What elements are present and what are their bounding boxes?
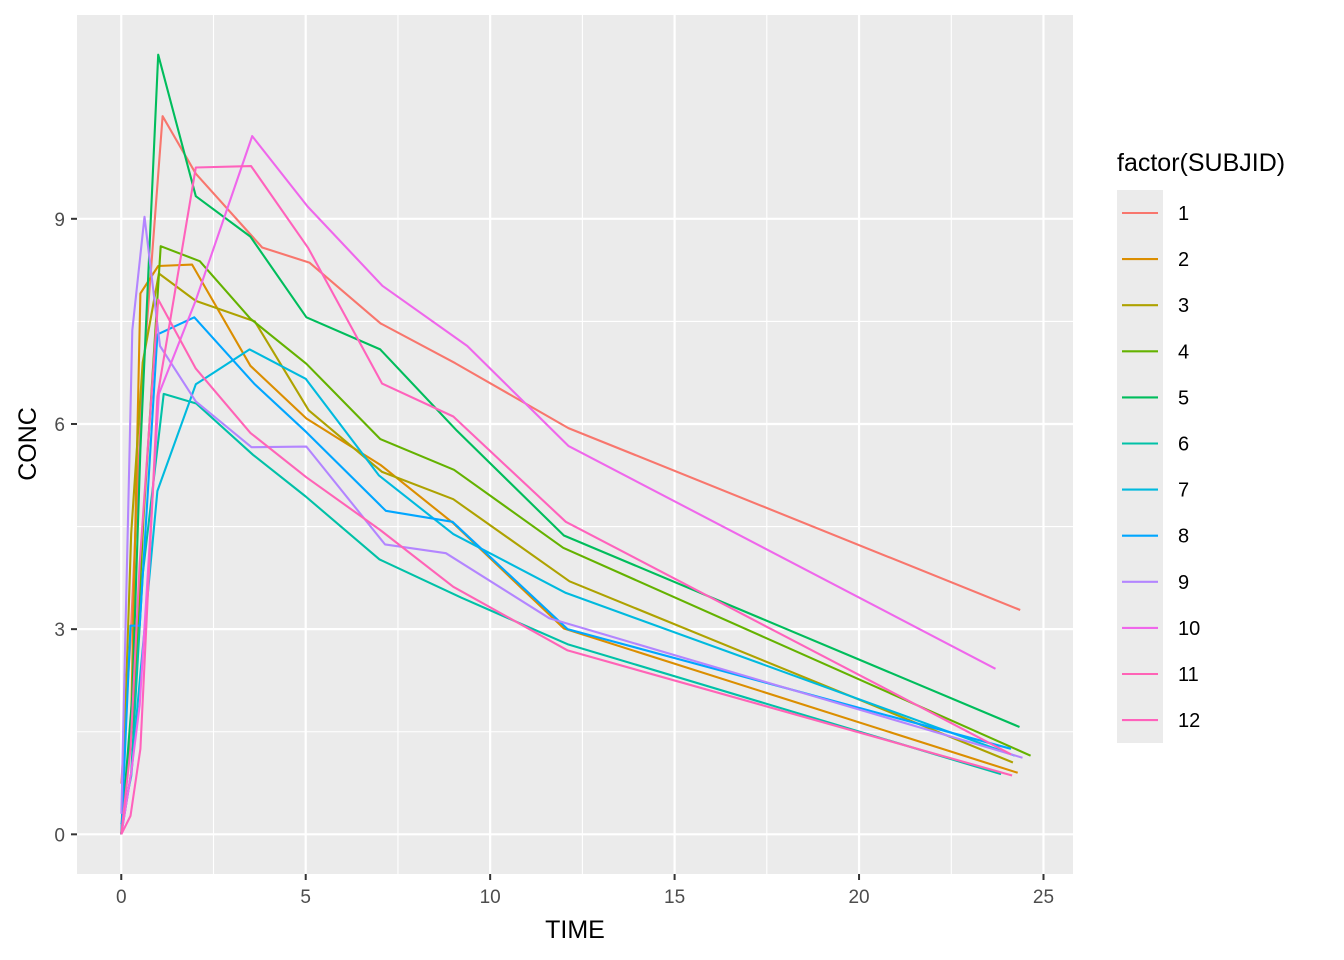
x-tick-label: 5 (300, 887, 311, 908)
series-line-9 (120, 215, 1023, 814)
series-line-10 (120, 135, 996, 835)
x-tick-label: 15 (664, 887, 685, 908)
x-tick-label: 0 (116, 887, 127, 908)
legend-label-8: 8 (1178, 526, 1189, 548)
series-line-4 (120, 245, 1032, 835)
y-tick-label: 9 (54, 210, 65, 231)
y-tick-label: 3 (54, 620, 65, 641)
x-tick-label: 10 (480, 887, 501, 908)
legend-label-6: 6 (1178, 434, 1189, 456)
legend-label-2: 2 (1178, 249, 1189, 271)
y-tick-label: 6 (54, 415, 65, 436)
legend-label-3: 3 (1178, 295, 1189, 317)
x-axis-title: TIME (545, 916, 605, 944)
series-lines (120, 53, 1032, 835)
y-tick-label: 0 (54, 825, 65, 846)
series-line-11 (120, 298, 1013, 835)
legend-label-10: 10 (1178, 618, 1200, 640)
legend-label-5: 5 (1178, 387, 1189, 409)
legend-label-9: 9 (1178, 572, 1189, 594)
legend-label-7: 7 (1178, 480, 1189, 502)
legend-key-background (1117, 190, 1163, 743)
x-axis: 0 5 10 15 20 25 (116, 874, 1054, 908)
legend-title: factor(SUBJID) (1117, 149, 1285, 177)
legend-label-1: 1 (1178, 203, 1189, 225)
series-line-6 (120, 392, 1002, 835)
x-tick-label: 25 (1033, 887, 1054, 908)
legend-label-11: 11 (1178, 664, 1199, 686)
x-tick-label: 20 (848, 887, 869, 908)
legend-label-12: 12 (1178, 710, 1200, 732)
series-line-5 (120, 53, 1020, 835)
series-line-1 (120, 115, 1021, 784)
y-axis: 0 3 6 9 (54, 210, 77, 846)
series-line-7 (120, 348, 1016, 825)
y-axis-title: CONC (14, 407, 42, 481)
legend-label-4: 4 (1178, 341, 1189, 363)
series-line-12 (120, 165, 1012, 835)
plot-panel (77, 15, 1073, 874)
